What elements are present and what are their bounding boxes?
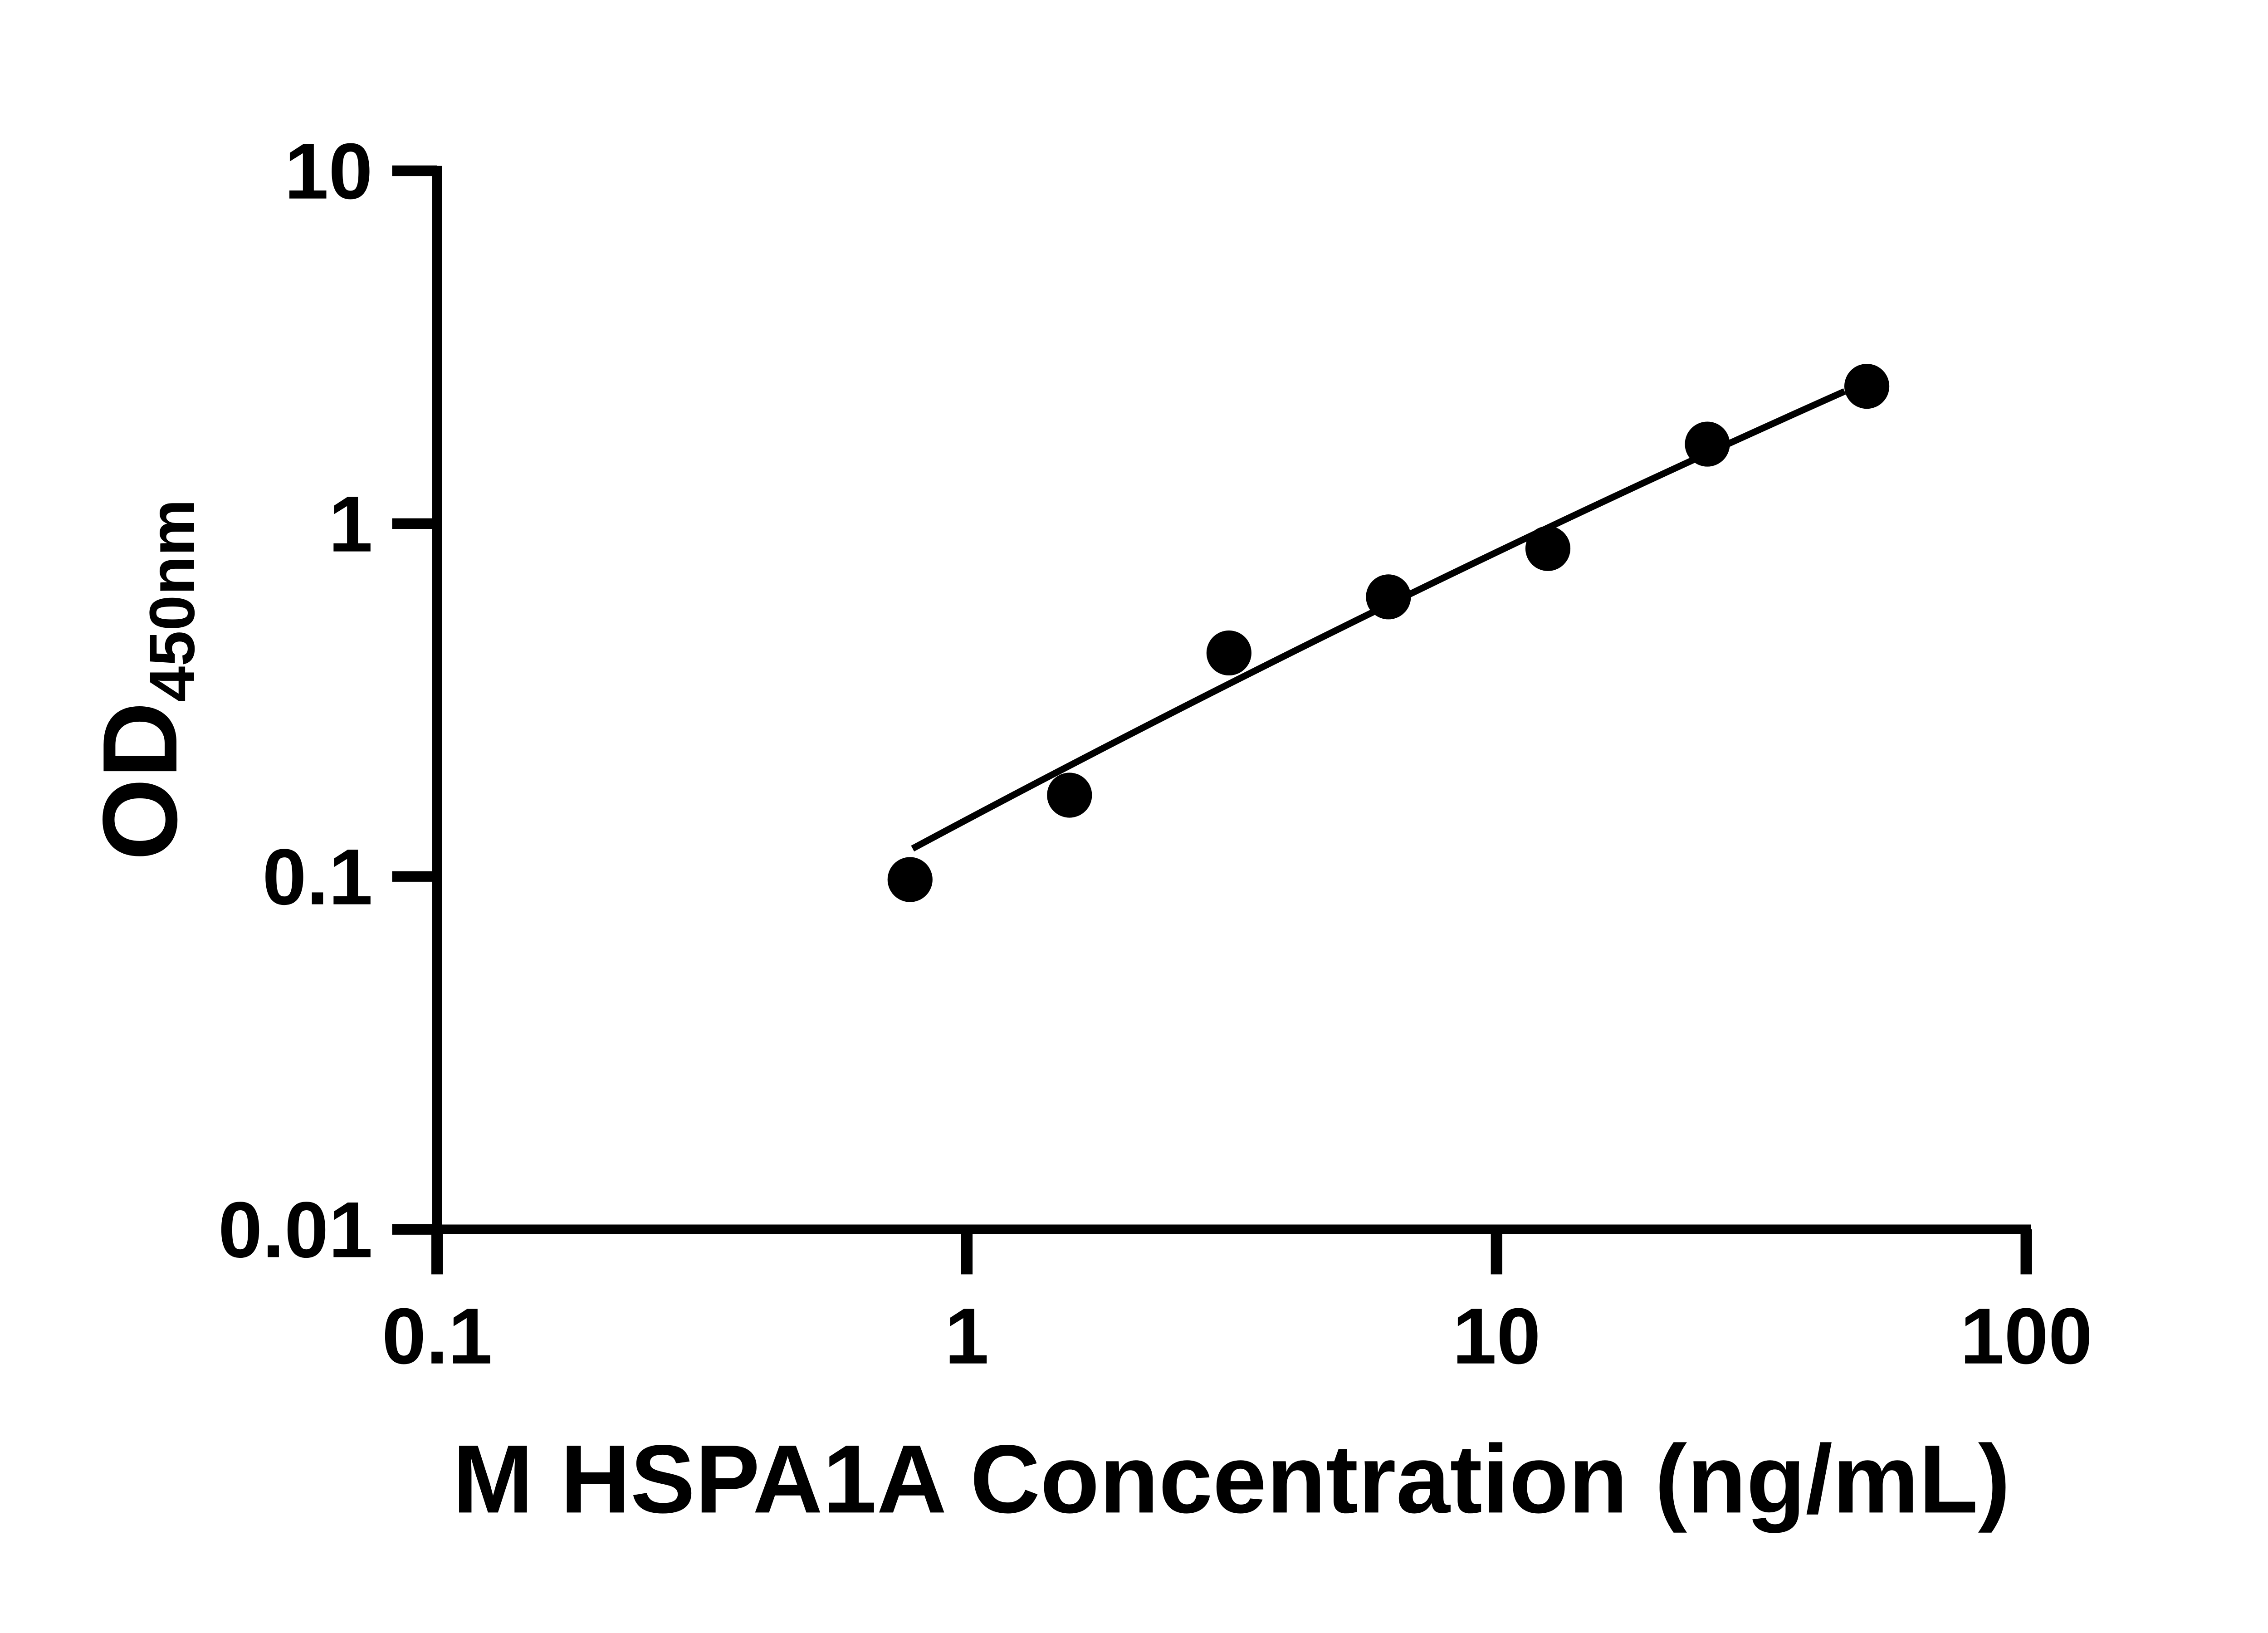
x-tick-label: 10 (1452, 1292, 1541, 1381)
x-axis-title: M HSPA1A Concentration (ng/mL) (453, 1425, 2010, 1533)
y-tick-label: 10 (284, 127, 373, 216)
y-axis-title-main: OD (81, 702, 199, 861)
x-tick-labels: 0.1 1 10 100 (382, 1292, 2092, 1381)
y-axis-title-subscript: 450nm (136, 499, 208, 702)
data-point (1206, 630, 1251, 676)
data-point (1685, 421, 1730, 467)
y-tick-label: 1 (328, 480, 372, 569)
y-tick-label: 0.1 (262, 833, 372, 922)
data-point (1525, 526, 1571, 571)
data-point (1366, 574, 1411, 620)
data-point (1844, 364, 1890, 409)
data-point (887, 857, 933, 902)
y-tick-labels: 10 1 0.1 0.01 (218, 127, 373, 1275)
data-points (887, 364, 1890, 902)
data-point (1047, 772, 1092, 818)
y-tick-label: 0.01 (218, 1186, 373, 1274)
x-axis-ticks (431, 1229, 2032, 1275)
x-tick-label: 0.1 (382, 1292, 492, 1381)
x-tick-label: 100 (1960, 1292, 2092, 1381)
y-axis-title: OD450nm (81, 499, 208, 861)
y-axis-ticks (392, 165, 437, 1235)
x-tick-label: 1 (945, 1292, 989, 1381)
